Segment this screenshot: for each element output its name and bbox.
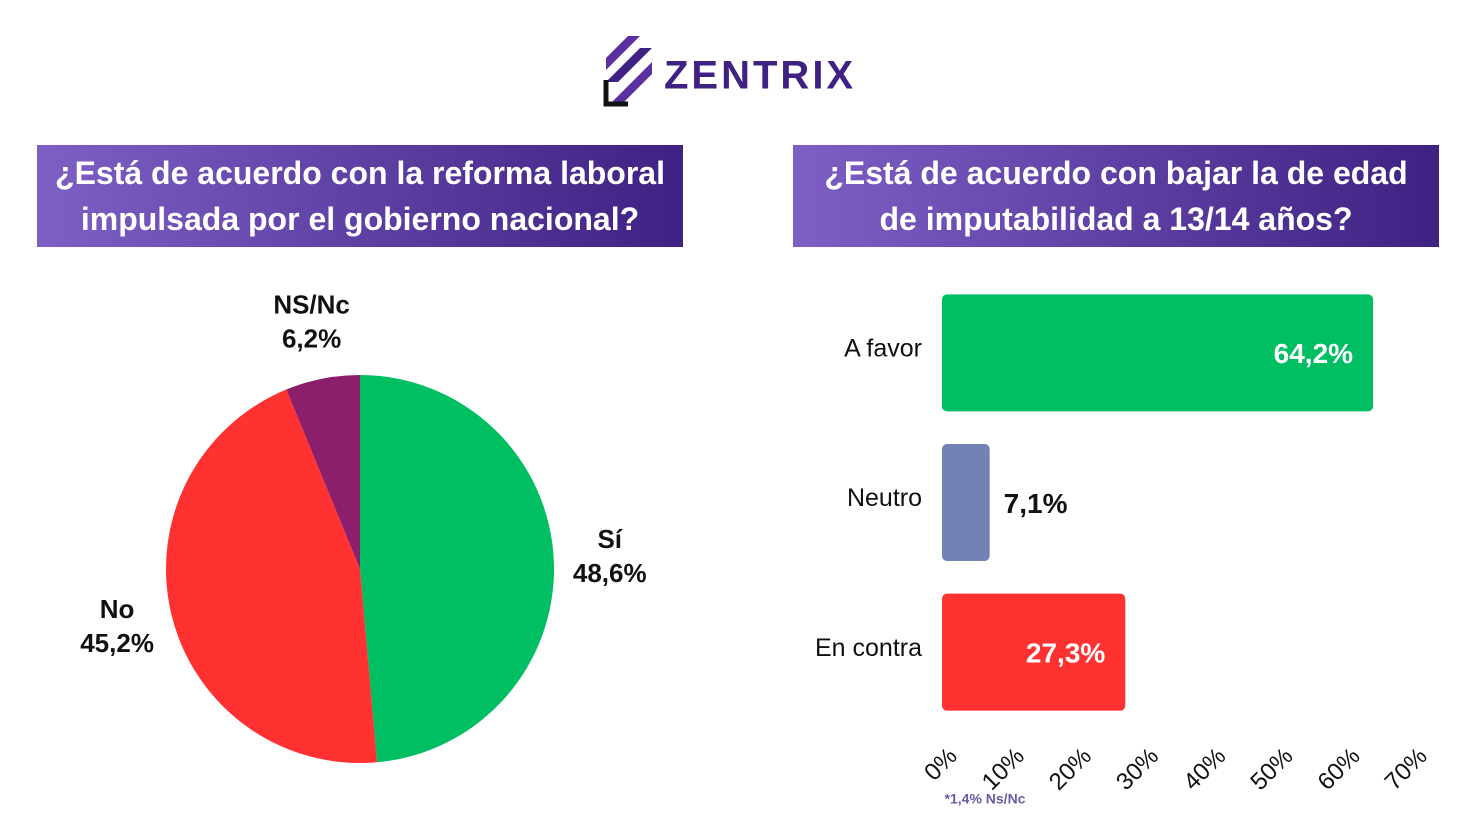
pie-slice xyxy=(166,389,378,763)
value-label: 7,1% xyxy=(1004,488,1068,519)
x-tick-label: 60% xyxy=(1313,743,1366,796)
slice-label: NS/Nc xyxy=(273,290,350,320)
y-tick-label: Neutro xyxy=(847,484,922,512)
x-tick-label: 30% xyxy=(1111,743,1164,796)
x-tick-label: 0% xyxy=(919,743,963,787)
value-label: 6,2% xyxy=(282,324,341,354)
brand: ZENTRIX xyxy=(664,54,856,98)
bar xyxy=(942,444,990,561)
value-label: 48,6% xyxy=(573,558,647,588)
bar xyxy=(942,593,1126,711)
x-tick-label: 20% xyxy=(1044,743,1097,796)
x-tick-label: 10% xyxy=(977,743,1030,796)
value-label: 64,2% xyxy=(1274,338,1353,369)
y-tick-label: A favor xyxy=(844,334,922,362)
footnote: *1,4% Ns/Nc xyxy=(945,791,1026,807)
slice-label: Sí xyxy=(597,524,622,554)
y-tick-label: En contra xyxy=(815,634,922,662)
chart-title: ¿Está de acuerdo con la reforma laboral … xyxy=(37,145,683,247)
x-tick-label: 50% xyxy=(1245,743,1298,796)
bar xyxy=(942,294,1374,412)
logo-icon xyxy=(603,36,652,107)
x-tick-label: 70% xyxy=(1380,743,1433,796)
chart-title: ¿Está de acuerdo con bajar la de edad de… xyxy=(793,145,1439,247)
slice-label: No xyxy=(100,594,135,624)
value-label: 45,2% xyxy=(80,628,154,658)
x-tick-label: 40% xyxy=(1178,743,1231,796)
pie-slice xyxy=(286,375,360,569)
value-label: 27,3% xyxy=(1026,638,1105,669)
pie-slice xyxy=(360,374,555,763)
